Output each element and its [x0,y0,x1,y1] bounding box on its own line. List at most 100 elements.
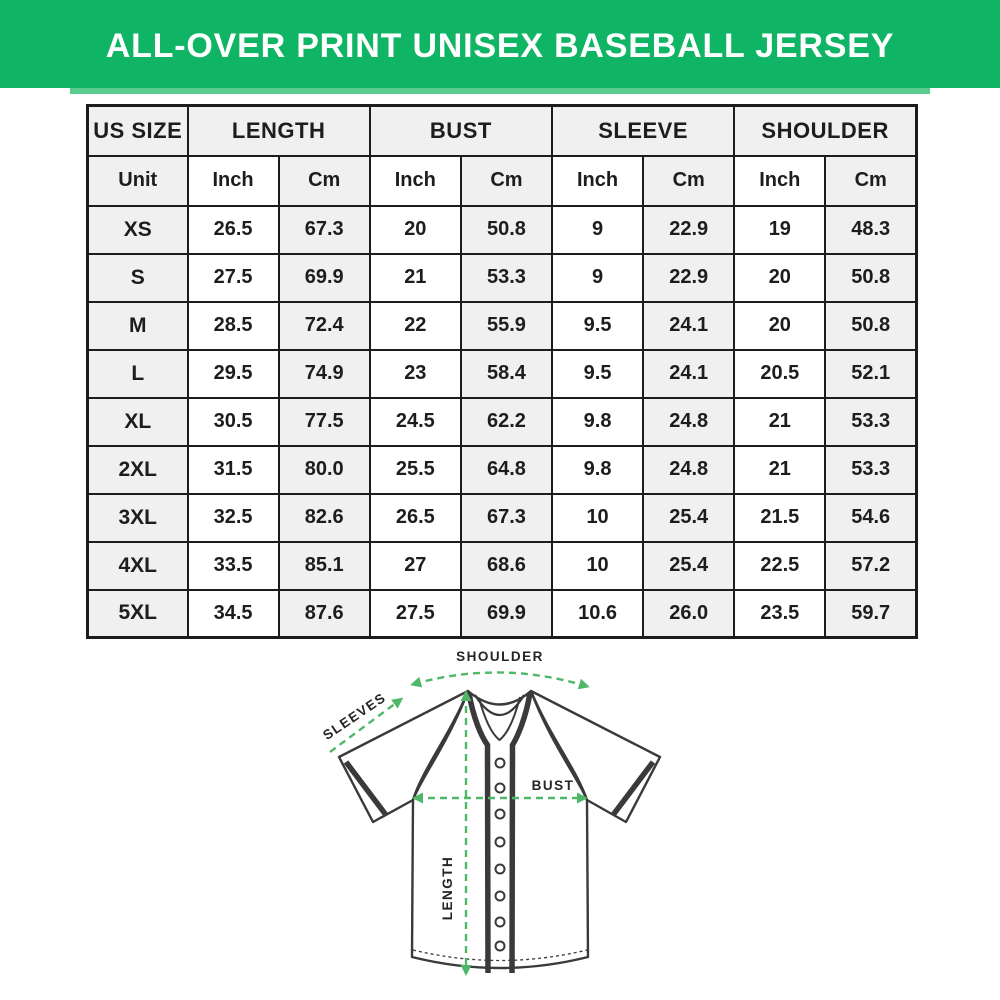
banner-shadow-strip [70,88,930,94]
measurement-value: 67.3 [277,204,371,255]
unit-cell: Cm [277,154,371,207]
measurement-value: 24.5 [368,396,462,447]
measurement-value: 54.6 [824,492,918,543]
measurement-value: 25.5 [368,444,462,495]
measurement-value: 9.5 [550,300,645,351]
measurement-value: 59.7 [824,588,918,639]
size-label: XL [86,396,189,447]
measurement-value: 10 [550,492,645,543]
unit-cell: Inch [186,154,280,207]
measurement-value: 22 [368,300,462,351]
measurement-value: 58.4 [459,348,554,399]
measurement-value: 10 [550,540,645,591]
measurement-value: 52.1 [824,348,918,399]
measurement-value: 85.1 [277,540,371,591]
measurement-value: 25.4 [642,540,736,591]
measurement-value: 50.8 [824,252,918,303]
unit-cell: Inch [550,154,645,207]
table-row: S 27.5 69.9 21 53.3 9 22.9 20 50.8 [86,252,918,303]
measurement-value: 27 [368,540,462,591]
measurement-value: 67.3 [459,492,554,543]
measurement-value: 72.4 [277,300,371,351]
shoulder-arrow [410,671,590,690]
measurement-value: 22.5 [733,540,827,591]
measurement-value: 25.4 [642,492,736,543]
size-label: XS [86,204,189,255]
measurement-arrows [329,671,590,976]
jersey-measurement-diagram: SHOULDER SLEEVES BUST LENGTH [300,640,700,1000]
measurement-value: 87.6 [277,588,371,639]
bust-label: BUST [532,778,575,793]
measurement-value: 50.8 [459,204,554,255]
left-cuff-trim [343,760,389,817]
measurement-value: 21 [368,252,462,303]
measurement-value: 24.1 [642,348,736,399]
measurement-value: 21 [733,396,827,447]
measurement-value: 21 [733,444,827,495]
measurement-value: 20 [368,204,462,255]
measurement-value: 9 [550,252,645,303]
size-label: S [86,252,189,303]
measurement-value: 27.5 [186,252,280,303]
measurement-value: 62.2 [459,396,554,447]
measurement-value: 20.5 [733,348,827,399]
unit-cell: Cm [459,154,554,207]
table-row: 4XL 33.5 85.1 27 68.6 10 25.4 22.5 57.2 [86,540,918,591]
measurement-value: 21.5 [733,492,827,543]
measurement-value: 53.3 [824,444,918,495]
unit-header-row: Unit Inch Cm Inch Cm Inch Cm Inch Cm [86,154,918,207]
column-group-header: LENGTH [186,104,371,157]
column-group-header: SHOULDER [733,104,918,157]
measurement-value: 64.8 [459,444,554,495]
measurement-value: 50.8 [824,300,918,351]
sleeves-arrow [329,697,404,753]
measurement-value: 19 [733,204,827,255]
measurement-value: 34.5 [186,588,280,639]
measurement-value: 9.5 [550,348,645,399]
size-label: 4XL [86,540,189,591]
size-label: 3XL [86,492,189,543]
measurement-value: 53.3 [459,252,554,303]
table-row: L 29.5 74.9 23 58.4 9.5 24.1 20.5 52.1 [86,348,918,399]
measurement-value: 26.5 [368,492,462,543]
measurement-value: 24.8 [642,396,736,447]
size-label: L [86,348,189,399]
table-row: XL 30.5 77.5 24.5 62.2 9.8 24.8 21 53.3 [86,396,918,447]
table-row: 3XL 32.5 82.6 26.5 67.3 10 25.4 21.5 54.6 [86,492,918,543]
column-group-header: SLEEVE [550,104,736,157]
measurement-value: 9.8 [550,444,645,495]
unit-cell: Cm [642,154,736,207]
table-row: 2XL 31.5 80.0 25.5 64.8 9.8 24.8 21 53.3 [86,444,918,495]
measurement-value: 30.5 [186,396,280,447]
title-banner: ALL-OVER PRINT UNISEX BASEBALL JERSEY [0,0,1000,88]
unit-cell: Inch [733,154,827,207]
measurement-value: 20 [733,252,827,303]
measurement-value: 22.9 [642,204,736,255]
size-label: 5XL [86,588,189,639]
right-piping [509,692,533,974]
right-cuff-trim [610,760,656,817]
measurement-value: 28.5 [186,300,280,351]
shoulder-label: SHOULDER [456,649,544,664]
measurement-value: 80.0 [277,444,371,495]
measurement-value: 48.3 [824,204,918,255]
measurement-value: 24.8 [642,444,736,495]
placket-buttons [494,757,506,952]
table-row: M 28.5 72.4 22 55.9 9.5 24.1 20 50.8 [86,300,918,351]
measurement-value: 33.5 [186,540,280,591]
unit-header: Unit [86,154,189,207]
measurement-value: 20 [733,300,827,351]
size-label: 2XL [86,444,189,495]
measurement-value: 9 [550,204,645,255]
measurement-value: 68.6 [459,540,554,591]
measurement-value: 26.0 [642,588,736,639]
measurement-value: 23.5 [733,588,827,639]
measurement-value: 24.1 [642,300,736,351]
measurement-value: 10.6 [550,588,645,639]
size-chart-table: US SIZE LENGTH BUST SLEEVE SHOULDER Unit Inch… [86,104,918,639]
measurement-value: 9.8 [550,396,645,447]
measurement-value: 82.6 [277,492,371,543]
length-label: LENGTH [440,856,455,921]
measurement-value: 53.3 [824,396,918,447]
table-row: XS 26.5 67.3 20 50.8 9 22.9 19 48.3 [86,204,918,255]
